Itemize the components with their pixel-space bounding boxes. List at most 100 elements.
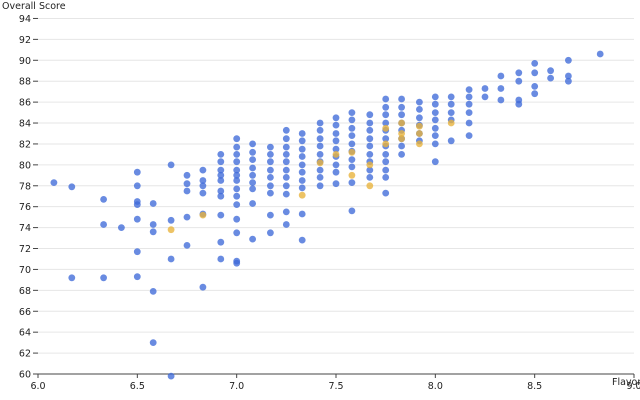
scatter-point-blue xyxy=(515,100,523,108)
scatter-point-blue xyxy=(332,121,340,129)
scatter-point-blue xyxy=(547,74,554,82)
scatter-point-blue xyxy=(282,135,290,143)
scatter-point-blue xyxy=(217,166,225,174)
scatter-point-blue xyxy=(497,85,505,92)
scatter-point-blue xyxy=(233,215,241,223)
scatter-point-blue xyxy=(217,211,225,219)
scatter-point-blue xyxy=(547,67,554,75)
scatter-point-yellow xyxy=(398,130,405,137)
scatter-point-blue xyxy=(366,119,374,127)
scatter-point-blue xyxy=(133,168,141,176)
scatter-point-blue xyxy=(249,200,256,207)
scatter-point-blue xyxy=(149,200,157,207)
scatter-point-blue xyxy=(348,116,356,124)
scatter-point-blue xyxy=(332,130,340,137)
scatter-point-blue xyxy=(149,288,157,295)
scatter-point-yellow xyxy=(366,182,374,190)
x-tick-label: 8.5 xyxy=(527,381,542,392)
scatter-point-blue xyxy=(431,132,439,140)
scatter-point-blue xyxy=(348,163,356,171)
scatter-point-blue xyxy=(431,124,439,132)
scatter-point-blue xyxy=(431,109,439,116)
scatter-point-blue xyxy=(133,215,141,223)
scatter-point-blue xyxy=(199,166,207,174)
scatter-point-blue xyxy=(217,158,225,166)
scatter-point-blue xyxy=(249,185,256,193)
scatter-point-yellow xyxy=(348,171,356,179)
y-tick-label: 60 xyxy=(19,370,31,381)
scatter-point-blue xyxy=(267,158,274,166)
scatter-point-blue xyxy=(199,177,207,184)
scatter-point-yellow xyxy=(348,148,356,156)
scatter-point-blue xyxy=(316,142,324,150)
scatter-point-blue xyxy=(465,100,473,108)
scatter-point-blue xyxy=(332,168,340,176)
scatter-point-yellow xyxy=(366,161,374,169)
scatter-point-blue xyxy=(465,119,473,127)
scatter-point-blue xyxy=(332,114,340,122)
scatter-point-blue xyxy=(233,185,241,193)
scatter-point-blue xyxy=(149,339,157,346)
scatter-point-blue xyxy=(233,151,241,158)
scatter-point-blue xyxy=(233,201,241,209)
scatter-point-blue xyxy=(465,132,473,140)
scatter-point-blue xyxy=(431,158,439,166)
scatter-point-blue xyxy=(366,151,374,158)
scatter-point-blue xyxy=(249,171,256,179)
scatter-point-yellow xyxy=(416,140,423,148)
scatter-point-blue xyxy=(100,196,107,203)
x-tick-label: 7.5 xyxy=(328,381,343,392)
scatter-point-blue xyxy=(316,182,324,190)
scatter-point-blue xyxy=(133,273,141,281)
scatter-point-blue xyxy=(316,119,324,127)
y-tick-label: 68 xyxy=(19,286,31,297)
scatter-point-blue xyxy=(233,166,241,174)
scatter-point-blue xyxy=(298,177,306,184)
scatter-point-blue xyxy=(249,148,256,156)
y-tick-label: 72 xyxy=(19,244,31,255)
scatter-point-blue xyxy=(447,100,455,108)
scatter-point-blue xyxy=(282,174,290,181)
scatter-point-blue xyxy=(249,156,256,164)
scatter-point-blue xyxy=(382,119,390,127)
scatter-point-blue xyxy=(366,135,374,143)
y-tick-label: 94 xyxy=(19,14,31,25)
scatter-point-blue xyxy=(233,177,241,184)
scatter-point-blue xyxy=(416,98,423,106)
scatter-point-yellow xyxy=(398,119,405,127)
scatter-point-blue xyxy=(348,156,356,164)
scatter-point-blue xyxy=(316,174,324,181)
scatter-point-blue xyxy=(167,216,175,224)
scatter-point-blue xyxy=(118,224,125,232)
scatter-point-blue xyxy=(515,69,523,77)
scatter-point-blue xyxy=(447,109,455,116)
scatter-point-blue xyxy=(398,103,405,111)
scatter-point-blue xyxy=(267,174,274,181)
scatter-point-blue xyxy=(298,130,306,137)
axes: 60 62 64 66 68 70 72 74 76 78 80 82 84 86 88 90 92 94 6.0 6… xyxy=(19,14,640,392)
y-tick-label: 88 xyxy=(19,77,31,88)
x-tick-label: 9.0 xyxy=(626,381,640,392)
scatter-point-blue xyxy=(348,109,356,116)
scatter-point-blue xyxy=(431,116,439,124)
data-points xyxy=(50,50,604,380)
scatter-point-blue xyxy=(398,151,405,158)
scatter-point-blue xyxy=(431,140,439,148)
scatter-point-blue xyxy=(481,85,489,92)
y-tick-label: 92 xyxy=(19,35,31,46)
scatter-point-blue xyxy=(431,100,439,108)
scatter-point-blue xyxy=(382,103,390,111)
scatter-point-blue xyxy=(282,158,290,166)
scatter-point-yellow xyxy=(316,159,324,167)
scatter-point-blue xyxy=(167,255,175,263)
scatter-point-blue xyxy=(133,201,141,209)
scatter-point-blue xyxy=(298,137,306,145)
scatter-point-yellow xyxy=(382,124,390,132)
scatter-point-blue xyxy=(332,137,340,145)
scatter-point-blue xyxy=(348,124,356,132)
scatter-point-blue xyxy=(68,183,76,191)
scatter-point-blue xyxy=(167,161,175,169)
scatter-point-blue xyxy=(316,151,324,158)
scatter-point-blue xyxy=(298,153,306,160)
